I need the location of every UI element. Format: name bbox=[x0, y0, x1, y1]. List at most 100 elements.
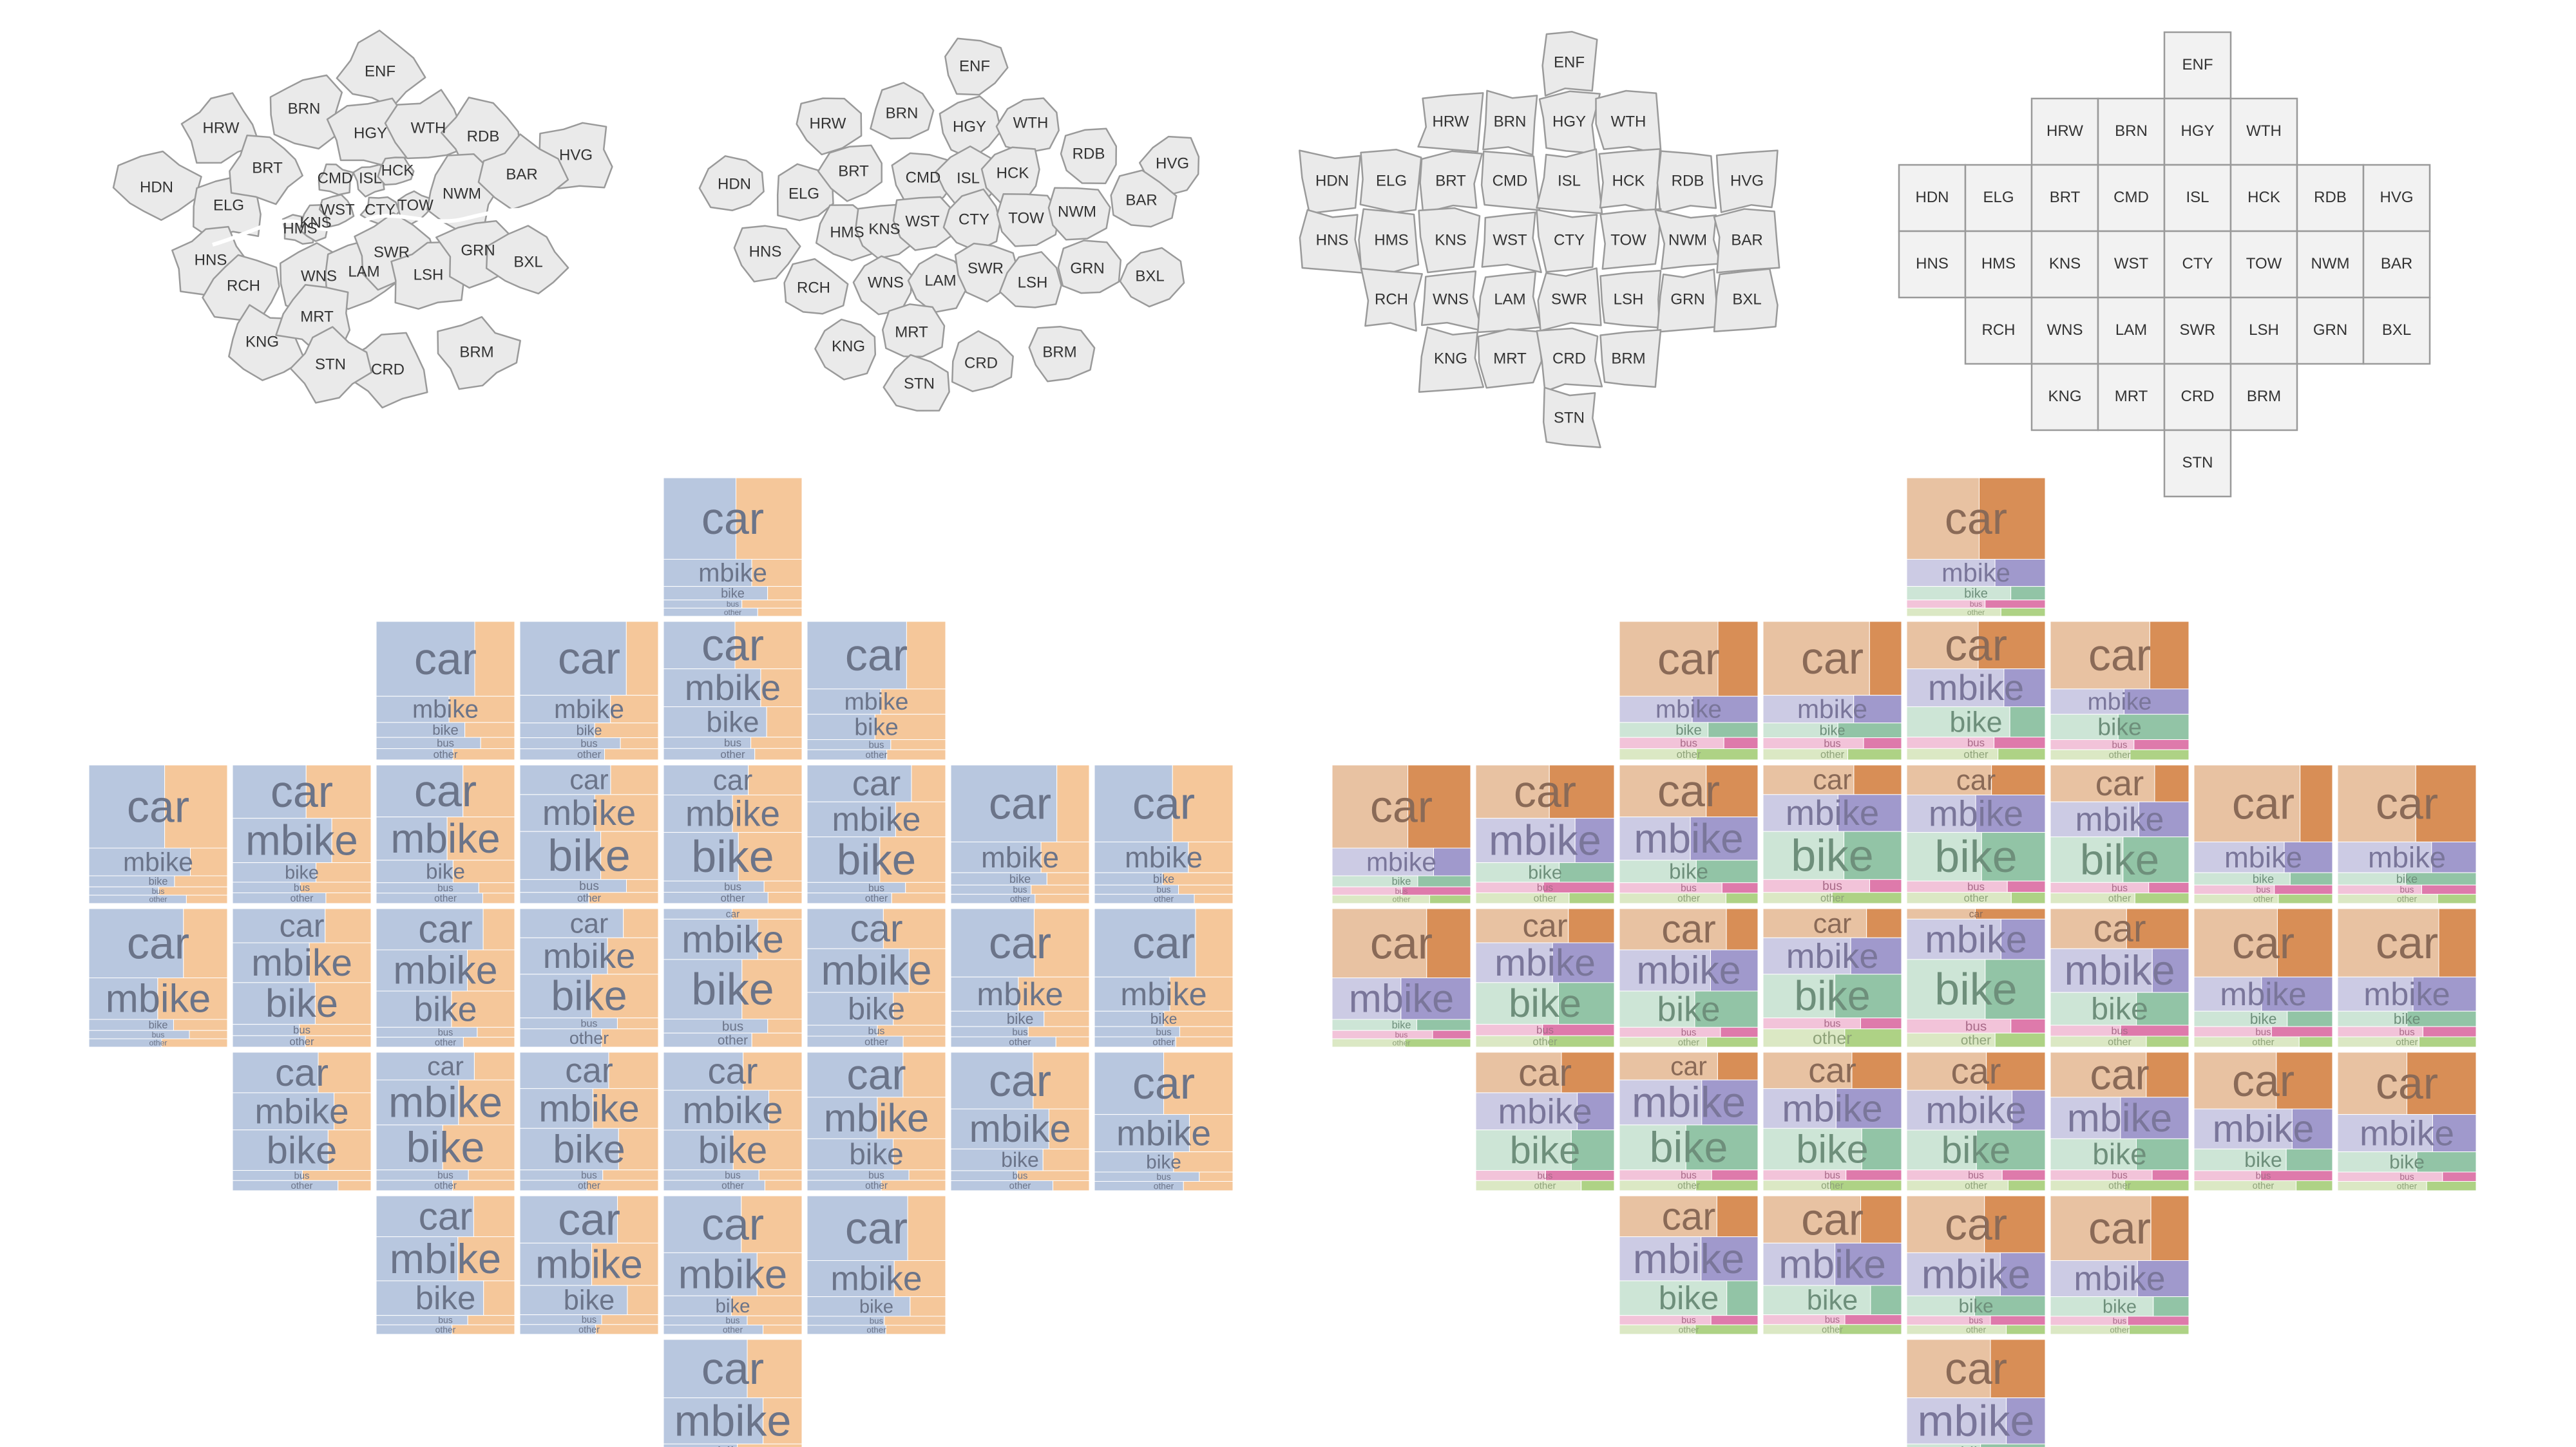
tile-band-bike bbox=[1906, 1130, 1977, 1171]
geo-label-brt: BRT bbox=[252, 159, 283, 176]
approx-cell-brn bbox=[1482, 90, 1538, 156]
simplified-label-hdn: HDN bbox=[718, 175, 751, 193]
tile-label-bus: bus bbox=[1012, 1026, 1027, 1037]
tile-band-bus bbox=[376, 737, 481, 750]
tile-label-car: car bbox=[570, 908, 609, 939]
geo-label-swr: SWR bbox=[374, 243, 410, 261]
tile-band-accent-car bbox=[1407, 764, 1471, 849]
tile-label-car: car bbox=[2095, 764, 2144, 803]
tile-band-accent-car bbox=[623, 908, 659, 938]
tile-band-accent-bus bbox=[763, 880, 803, 893]
tile-band-mbike bbox=[1906, 918, 2001, 960]
tile-band-accent-mbike bbox=[1040, 841, 1090, 873]
tile-label-mbike: mbike bbox=[1782, 1088, 1883, 1130]
simplified-label-brt: BRT bbox=[838, 162, 869, 180]
tile-label-other: other bbox=[1961, 1033, 1991, 1048]
tile-band-other bbox=[519, 1180, 587, 1191]
tile-band-accent-bus bbox=[1846, 1169, 1902, 1181]
grid-cell-nwm bbox=[2296, 230, 2365, 299]
simplified-label-hvg: HVG bbox=[1156, 155, 1189, 172]
tile-band-mbike bbox=[232, 942, 310, 983]
tile-band-bike bbox=[376, 1124, 443, 1171]
tile-band-car bbox=[2193, 908, 2278, 978]
tile-label-other: other bbox=[2108, 1180, 2131, 1191]
tile-band-bike bbox=[2050, 992, 2137, 1026]
tile-band-other bbox=[2193, 1180, 2297, 1191]
tile-band-accent-bike bbox=[2123, 837, 2190, 883]
tile-band-accent-bike bbox=[2289, 872, 2333, 885]
tile-band-accent-mbike bbox=[591, 1242, 659, 1286]
tile-band-bus bbox=[2337, 1171, 2443, 1182]
geo-label-tow: TOW bbox=[397, 196, 434, 214]
tile-label-car: car bbox=[2232, 1055, 2295, 1106]
tile-band-accent-bus bbox=[480, 737, 515, 750]
simplified-shape-crd bbox=[951, 330, 1014, 392]
tile-label-bike: bike bbox=[1009, 873, 1031, 885]
tile-band-bike bbox=[663, 1130, 734, 1171]
tile-band-accent-other bbox=[881, 1180, 946, 1191]
tile-label-bus: bus bbox=[868, 883, 884, 894]
tile-label-other: other bbox=[434, 893, 457, 904]
tile-band-bike bbox=[663, 706, 767, 738]
tile-band-accent-other bbox=[2296, 1180, 2333, 1191]
approximate-grid-map-panel: ENF HRW BRN HGY WTH HDN ELG BRT CMD ISL HCK RDB HVG H… bbox=[1299, 30, 1780, 448]
approx-cell-brt bbox=[1419, 150, 1483, 214]
tile-band-accent-car bbox=[1978, 477, 2046, 560]
tile-band-accent-bike bbox=[732, 1130, 803, 1171]
tile-band-bike bbox=[806, 714, 875, 741]
tile-band-accent-other bbox=[1847, 748, 1902, 761]
tile-band-accent-bike bbox=[2287, 1010, 2333, 1027]
tile-band-bike bbox=[519, 974, 593, 1019]
tile-label-mbike: mbike bbox=[254, 1091, 348, 1131]
tile-label-bike: bike bbox=[859, 1297, 893, 1318]
tile-band-accent-car bbox=[608, 1052, 659, 1089]
approx-label-wns: WNS bbox=[1433, 290, 1469, 308]
tile-band-accent-car bbox=[325, 908, 372, 943]
tile-band-accent-bus bbox=[884, 1316, 946, 1326]
tile-label-car: car bbox=[1370, 781, 1433, 831]
tile-band-bike bbox=[2193, 1148, 2287, 1171]
tile-band-bus bbox=[232, 882, 301, 893]
tile-label-car: car bbox=[1522, 907, 1567, 944]
tile-label-car: car bbox=[707, 1051, 758, 1092]
grid-cell-hvg bbox=[2362, 164, 2431, 232]
tile-label-car: car bbox=[726, 909, 740, 920]
tile-band-accent-bus bbox=[1401, 886, 1471, 896]
simplified-label-kng: KNG bbox=[832, 337, 865, 355]
tile-band-mbike bbox=[2193, 976, 2262, 1012]
tile-band-accent-bike bbox=[1695, 860, 1759, 884]
tile-label-car: car bbox=[1813, 765, 1852, 796]
tile-band-car bbox=[806, 1195, 908, 1261]
tile-band-accent-car bbox=[482, 908, 515, 950]
tile-band-accent-car bbox=[741, 1195, 803, 1253]
grid-label-rdb: RDB bbox=[2314, 189, 2347, 206]
tile-band-accent-car bbox=[1163, 1052, 1234, 1115]
tile-label-bike: bike bbox=[837, 836, 916, 884]
simplified-label-rch: RCH bbox=[797, 279, 830, 296]
tile-band-accent-bike bbox=[1980, 1443, 2046, 1447]
tile-band-accent-car bbox=[1984, 1195, 2046, 1253]
tile-band-accent-mbike bbox=[2137, 1260, 2190, 1298]
geo-label-kns: KNS bbox=[300, 214, 331, 231]
tile-band-accent-mbike bbox=[592, 1088, 659, 1129]
tile-band-other bbox=[1762, 1028, 1846, 1048]
tile-band-accent-bike bbox=[2285, 1148, 2333, 1171]
tile-band-accent-mbike bbox=[1835, 1242, 1902, 1286]
approx-cell-cty bbox=[1536, 209, 1598, 273]
tile-band-accent-car bbox=[2126, 908, 2190, 949]
tile-label-car: car bbox=[1945, 493, 2007, 544]
tile-band-accent-bike bbox=[2009, 706, 2046, 738]
tile-label-car: car bbox=[1945, 1343, 2007, 1394]
tile-label-bus: bus bbox=[2256, 885, 2271, 894]
tile-label-car: car bbox=[701, 493, 764, 544]
tile-band-accent-car bbox=[1033, 1052, 1090, 1110]
grid-label-hck: HCK bbox=[2247, 189, 2280, 206]
grid-label-elg: ELG bbox=[1983, 189, 2014, 206]
tile-label-car: car bbox=[2232, 918, 2295, 968]
tile-label-car: car bbox=[1132, 779, 1195, 829]
tile-label-bike: bike bbox=[721, 587, 745, 601]
